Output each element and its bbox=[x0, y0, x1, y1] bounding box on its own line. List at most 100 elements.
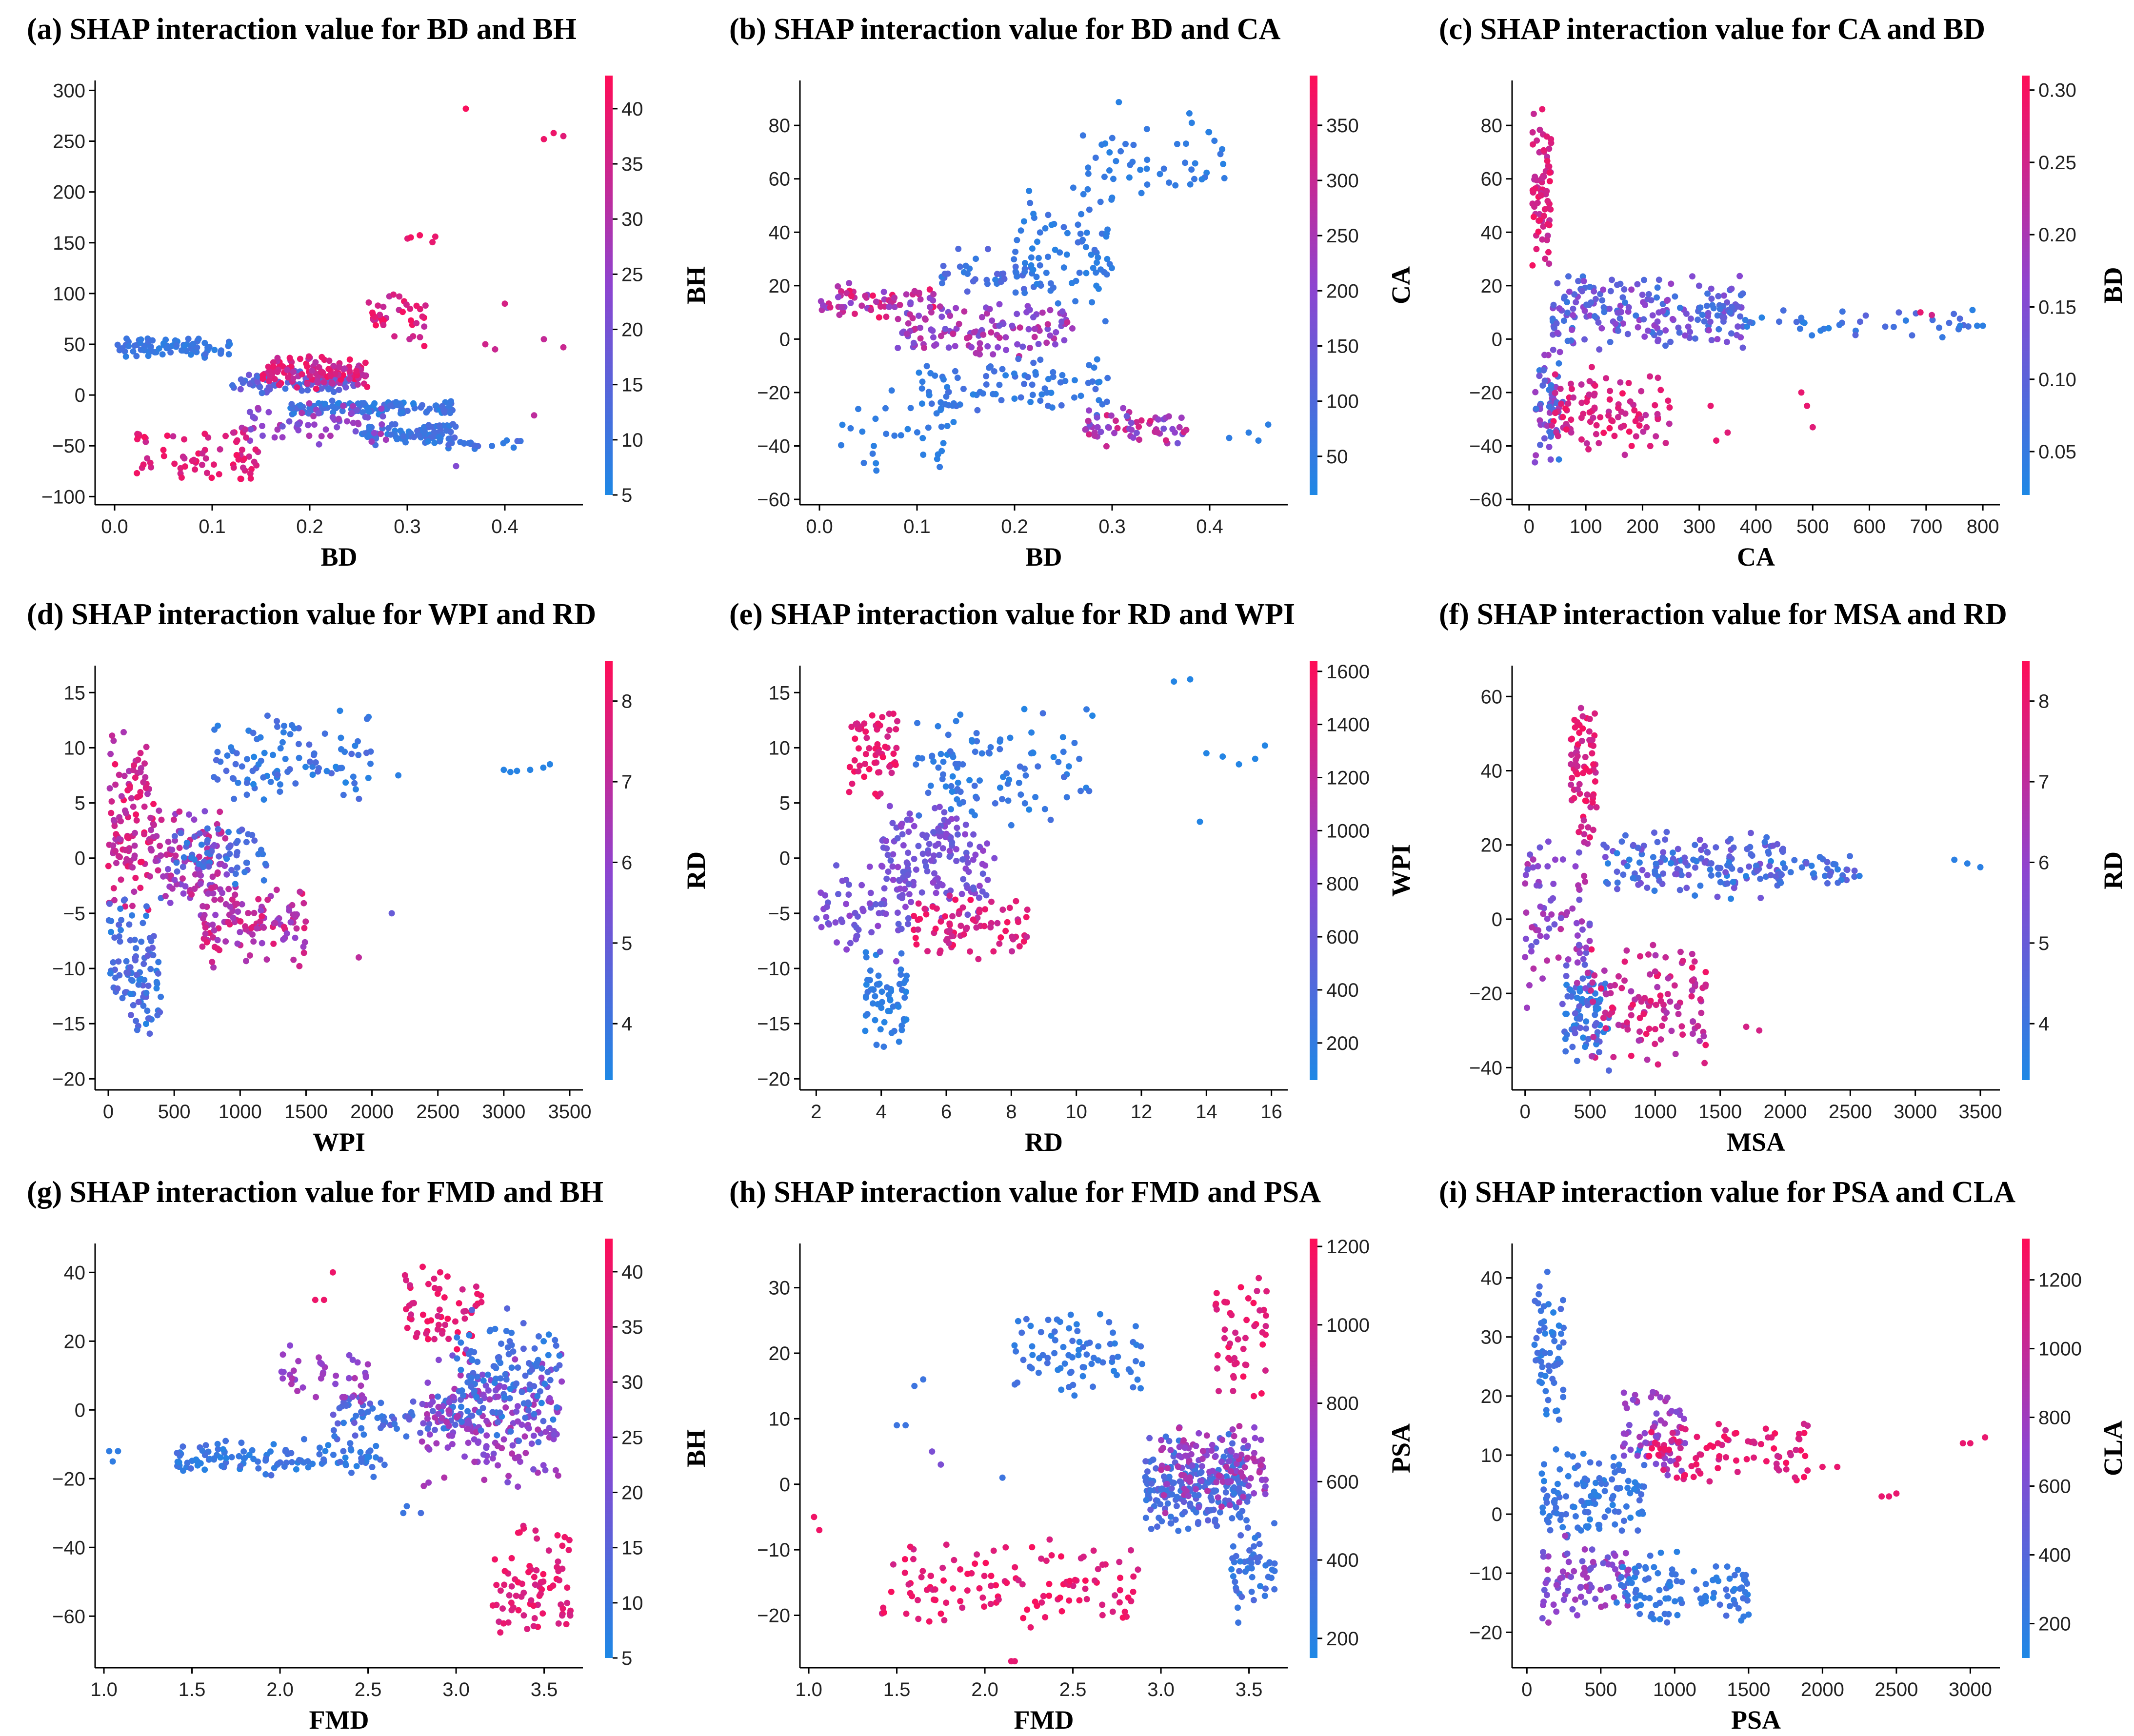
scatter-point bbox=[1198, 1463, 1205, 1470]
scatter-point bbox=[1233, 1460, 1240, 1467]
scatter-point bbox=[503, 1328, 510, 1334]
scatter-point bbox=[564, 1599, 571, 1606]
scatter-point bbox=[421, 428, 428, 434]
scatter-point bbox=[1242, 1361, 1249, 1368]
scatter-point bbox=[1089, 299, 1096, 306]
scatter-point bbox=[1075, 221, 1081, 228]
scatter-point bbox=[106, 900, 113, 907]
scatter-point bbox=[500, 440, 507, 447]
scatter-point bbox=[1083, 706, 1090, 713]
scatter-point bbox=[1574, 771, 1581, 778]
scatter-point bbox=[1116, 1599, 1123, 1606]
scatter-point bbox=[877, 1026, 884, 1033]
scatter-point bbox=[1559, 414, 1566, 420]
scatter-point bbox=[556, 1362, 563, 1369]
y-tick-label: 5 bbox=[779, 793, 790, 814]
scatter-point bbox=[457, 1372, 464, 1379]
scatter-point bbox=[508, 1599, 515, 1606]
scatter-point bbox=[284, 769, 291, 775]
scatter-point bbox=[245, 910, 252, 916]
scatter-point bbox=[373, 322, 379, 329]
scatter-point bbox=[515, 1607, 522, 1614]
scatter-point bbox=[1936, 324, 1942, 331]
scatter-point bbox=[1583, 301, 1590, 308]
scatter-point bbox=[1083, 1596, 1090, 1602]
scatter-point bbox=[1189, 1462, 1196, 1469]
scatter-point bbox=[1659, 308, 1666, 315]
colorbar bbox=[1310, 76, 1317, 495]
scatter-point bbox=[1586, 409, 1593, 416]
scatter-point bbox=[206, 1456, 213, 1462]
scatter-point bbox=[342, 1454, 349, 1461]
scatter-point bbox=[1591, 288, 1597, 295]
scatter-point bbox=[340, 791, 347, 798]
scatter-point bbox=[528, 1440, 535, 1447]
scatter-point bbox=[1116, 99, 1122, 105]
scatter-point bbox=[299, 410, 305, 416]
scatter-point bbox=[901, 1569, 908, 1576]
scatter-point bbox=[388, 910, 395, 917]
scatter-point bbox=[408, 1409, 415, 1416]
scatter-point bbox=[313, 385, 319, 392]
scatter-point bbox=[108, 928, 115, 935]
scatter-point bbox=[460, 1308, 467, 1315]
scatter-point bbox=[1540, 367, 1547, 374]
scatter-point bbox=[1653, 433, 1659, 440]
scatter-point bbox=[530, 1623, 537, 1630]
scatter-point bbox=[525, 1425, 532, 1432]
scatter-point bbox=[380, 322, 387, 328]
scatter-points bbox=[1522, 705, 1984, 1074]
scatter-point bbox=[490, 1450, 497, 1457]
scatter-point bbox=[181, 342, 188, 349]
scatter-point bbox=[1676, 329, 1683, 336]
scatter-point bbox=[898, 1022, 905, 1029]
scatter-point bbox=[203, 939, 210, 946]
scatter-point bbox=[501, 1394, 508, 1401]
scatter-point bbox=[1633, 312, 1639, 319]
colorbar-title: RD bbox=[2098, 851, 2128, 889]
y-tick-label: 60 bbox=[769, 169, 791, 190]
y-tick-label: 300 bbox=[53, 80, 85, 101]
scatter-point bbox=[1114, 425, 1121, 432]
scatter-point bbox=[1188, 166, 1195, 173]
scatter-point bbox=[1217, 151, 1224, 158]
scatter-point bbox=[118, 917, 125, 924]
scatter-point bbox=[1527, 851, 1534, 858]
scatter-point bbox=[1654, 839, 1661, 846]
scatter-point bbox=[893, 958, 899, 965]
scatter-point bbox=[435, 1410, 442, 1417]
scatter-point bbox=[1076, 1597, 1083, 1604]
scatter-point bbox=[964, 885, 971, 891]
scatter-point bbox=[280, 936, 287, 943]
y-tick-label: −10 bbox=[757, 958, 790, 980]
scatter-point bbox=[895, 345, 901, 351]
scatter-point bbox=[1236, 1511, 1243, 1517]
scatter-point bbox=[1258, 1456, 1265, 1463]
scatter-point bbox=[1198, 176, 1205, 183]
scatter-point bbox=[357, 1449, 364, 1456]
scatter-point bbox=[199, 915, 206, 922]
scatter-point bbox=[535, 1426, 541, 1433]
scatter-point bbox=[199, 943, 206, 950]
scatter-point bbox=[895, 921, 902, 927]
scatter-point bbox=[1084, 186, 1091, 193]
scatter-point bbox=[165, 866, 171, 872]
scatter-point bbox=[1530, 214, 1537, 220]
scatter-point bbox=[320, 379, 327, 386]
colorbar bbox=[1310, 661, 1317, 1080]
scatter-point bbox=[905, 881, 912, 888]
scatter-point bbox=[1761, 839, 1768, 846]
scatter-point bbox=[214, 869, 221, 876]
scatter-point bbox=[875, 972, 882, 979]
scatter-point bbox=[979, 870, 986, 877]
scatter-point bbox=[202, 1442, 209, 1449]
scatter-point bbox=[526, 1381, 533, 1388]
scatter-point bbox=[1158, 1466, 1164, 1473]
scatter-point bbox=[1702, 969, 1709, 975]
scatter-point bbox=[897, 822, 904, 829]
colorbar-tick-label: 20 bbox=[621, 319, 643, 341]
scatter-point bbox=[1650, 942, 1656, 948]
scatter-point bbox=[1689, 964, 1695, 971]
scatter-point bbox=[1890, 323, 1897, 330]
scatter-point bbox=[1097, 429, 1104, 435]
